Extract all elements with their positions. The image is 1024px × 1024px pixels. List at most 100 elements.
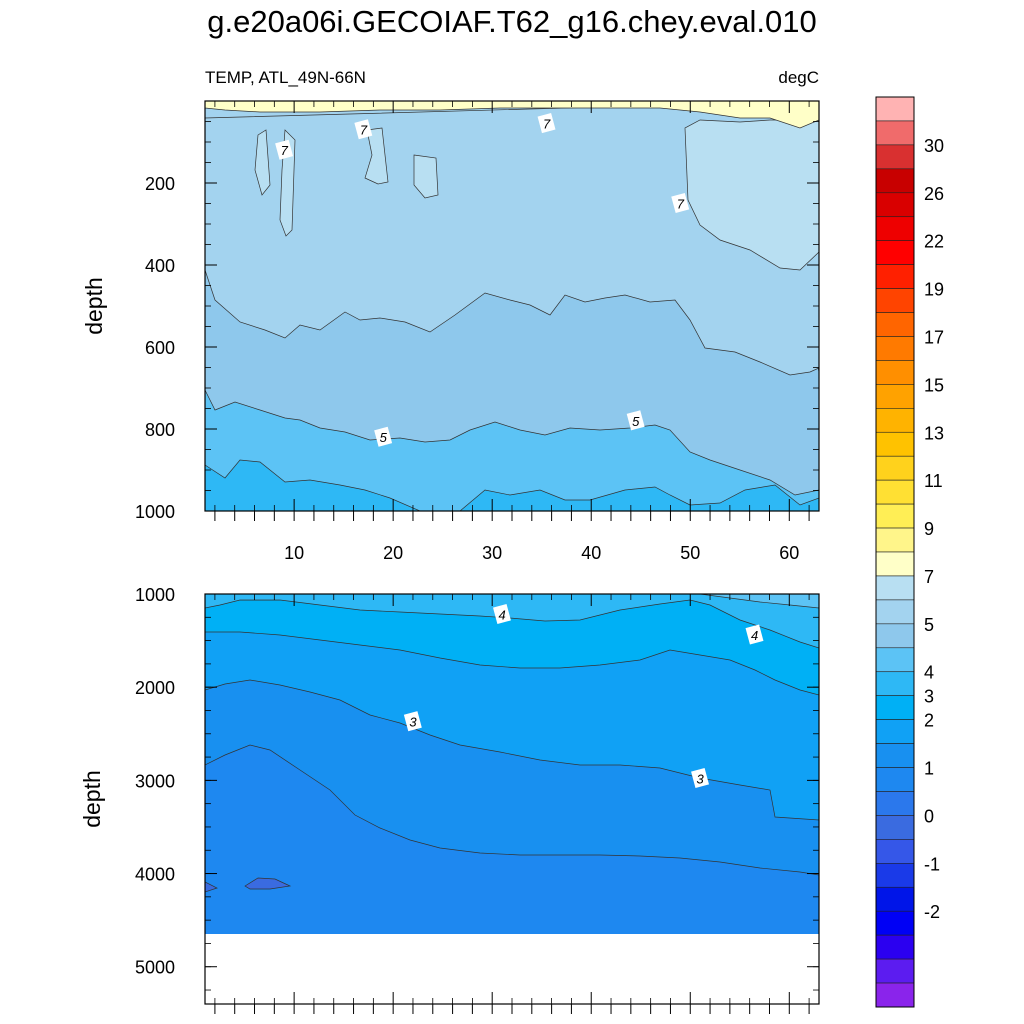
colorbar-swatch xyxy=(875,575,915,601)
x-tick-label: 30 xyxy=(482,543,502,563)
colorbar-label: 11 xyxy=(924,471,943,491)
x-tick-label: 40 xyxy=(581,543,601,563)
colorbar-swatch xyxy=(875,431,915,457)
contour-label: 5 xyxy=(626,410,645,431)
x-tick-label: 50 xyxy=(680,543,700,563)
svg-text:7: 7 xyxy=(677,197,685,212)
colorbar-label: 0 xyxy=(924,806,934,826)
upper-band-6 xyxy=(205,101,819,376)
svg-text:3: 3 xyxy=(697,772,705,787)
lower-band-3 xyxy=(205,599,819,821)
colorbar-swatch xyxy=(875,168,915,194)
y-tick-label: 5000 xyxy=(135,958,175,978)
upper-panel: 200 400 600 800 1000 10 20 30 40 50 60 xyxy=(135,100,820,563)
lower-band-4-5 xyxy=(205,594,819,649)
colorbar-swatch xyxy=(875,599,915,625)
colorbar-swatch xyxy=(875,767,915,792)
contour-label: 7 xyxy=(354,119,373,140)
contour-labels: 7 7 7 7 5 5 4 4 3 3 xyxy=(275,113,764,789)
colorbar-label: 5 xyxy=(924,615,934,635)
colorbar-swatch xyxy=(875,408,915,433)
colorbar-swatch xyxy=(875,863,915,888)
lower-contour-fill xyxy=(205,594,819,934)
colorbar-swatch xyxy=(875,216,915,241)
colorbar-label: 7 xyxy=(924,567,934,587)
svg-text:3: 3 xyxy=(409,715,417,730)
colorbar-swatch xyxy=(875,791,915,816)
svg-text:5: 5 xyxy=(632,414,640,429)
colorbar-swatch xyxy=(875,982,915,1008)
colorbar-swatch xyxy=(875,671,915,696)
colorbar-swatch xyxy=(875,479,915,505)
x-tick-label: 60 xyxy=(779,543,799,563)
colorbar-label: 13 xyxy=(924,423,944,443)
colorbar-swatch xyxy=(875,551,915,577)
colorbar-swatch xyxy=(875,240,915,265)
upper-band-4-5 xyxy=(205,459,819,511)
colorbar-swatch xyxy=(875,264,915,289)
colorbar-swatch xyxy=(875,96,915,122)
field-label: TEMP, ATL_49N-66N xyxy=(205,68,366,87)
colorbar-swatch xyxy=(875,839,915,864)
colorbar-label: -2 xyxy=(924,902,940,922)
svg-text:7: 7 xyxy=(543,117,551,132)
contour-label: 3 xyxy=(403,711,422,732)
contour-label: 7 xyxy=(537,113,556,134)
y-tick-label: 400 xyxy=(145,256,175,276)
svg-text:7: 7 xyxy=(360,123,368,138)
contour-label: 4 xyxy=(493,603,511,625)
y-tick-label: 1000 xyxy=(135,585,175,605)
colorbar-swatch xyxy=(875,886,915,912)
colorbar-swatch xyxy=(875,695,915,720)
colorbar-label: 17 xyxy=(924,327,944,347)
lower-panel: 1000 2000 3000 4000 5000 xyxy=(135,585,820,1014)
y-tick-label: 200 xyxy=(145,174,175,194)
colorbar-swatch xyxy=(875,503,915,529)
colorbar-label: 1 xyxy=(924,759,934,779)
contour-label: 5 xyxy=(374,426,393,447)
upper-band-5-6 xyxy=(205,389,819,511)
colorbar-swatch xyxy=(875,360,915,385)
y-tick-label: 1000 xyxy=(135,502,175,522)
upper-contour-fill xyxy=(205,101,819,511)
colorbar-label: 19 xyxy=(924,280,944,300)
colorbar-swatch xyxy=(875,623,915,649)
upper-y-axis-title: depth xyxy=(81,277,107,335)
colorbar-swatch xyxy=(875,455,915,481)
colorbar-label: 3 xyxy=(924,687,934,707)
lower-y-axis-title: depth xyxy=(79,770,105,828)
colorbar-swatch xyxy=(875,647,915,673)
colorbar: 30 26 22 19 17 15 13 11 9 7 5 4 3 2 1 0 -1 -2 xyxy=(875,96,944,1008)
contour-label: 4 xyxy=(745,624,764,645)
colorbar-swatch xyxy=(875,743,915,768)
y-tick-label: 2000 xyxy=(135,678,175,698)
colorbar-swatch xyxy=(875,336,915,361)
colorbar-label: 15 xyxy=(924,375,944,395)
colorbar-swatch xyxy=(875,910,915,936)
units-label: degC xyxy=(778,68,819,87)
upper-band-7-8 xyxy=(684,117,819,271)
contour-label: 7 xyxy=(671,192,690,214)
colorbar-swatch xyxy=(875,384,915,409)
colorbar-label: 22 xyxy=(924,232,944,252)
lower-axis-ticks: 1000 2000 3000 4000 5000 xyxy=(135,585,819,1014)
colorbar-label: 26 xyxy=(924,184,944,204)
lower-band-3-4 xyxy=(205,599,819,696)
colorbar-swatch xyxy=(875,120,915,146)
colorbar-swatch xyxy=(875,527,915,553)
colorbar-label: 30 xyxy=(924,136,944,156)
colorbar-label: 9 xyxy=(924,519,934,539)
svg-text:5: 5 xyxy=(380,430,388,445)
colorbar-label: 2 xyxy=(924,711,934,731)
y-tick-label: 600 xyxy=(145,338,175,358)
y-tick-label: 4000 xyxy=(135,865,175,885)
contour-label: 3 xyxy=(691,767,709,789)
colorbar-swatch xyxy=(875,815,915,840)
colorbar-swatch xyxy=(875,958,915,984)
y-tick-label: 3000 xyxy=(135,771,175,791)
svg-text:4: 4 xyxy=(498,608,505,623)
colorbar-swatch xyxy=(875,312,915,337)
colorbar-swatch xyxy=(875,719,915,744)
y-tick-label: 800 xyxy=(145,420,175,440)
